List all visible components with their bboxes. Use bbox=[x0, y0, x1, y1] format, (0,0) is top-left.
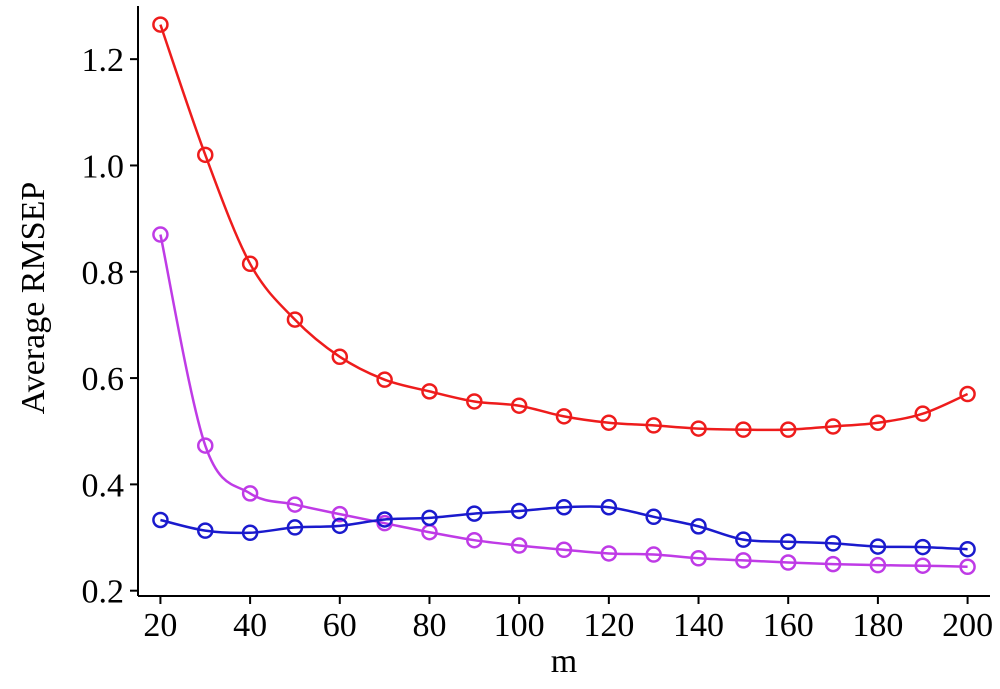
y-tick-label: 0.4 bbox=[82, 467, 125, 504]
data-point-marker bbox=[690, 420, 707, 437]
x-tick-label: 120 bbox=[583, 607, 634, 644]
data-point-marker bbox=[824, 418, 842, 435]
y-tick-label: 1.0 bbox=[82, 148, 125, 185]
y-tick-label: 1.2 bbox=[82, 42, 125, 79]
data-point-marker bbox=[510, 502, 528, 520]
data-point-marker bbox=[779, 421, 797, 438]
data-point-marker bbox=[959, 540, 976, 558]
data-point-marker bbox=[779, 533, 797, 551]
series-line bbox=[159, 234, 968, 569]
data-point-marker bbox=[869, 538, 887, 555]
x-tick-label: 40 bbox=[233, 607, 267, 644]
data-point-marker bbox=[331, 505, 349, 523]
data-point-marker bbox=[869, 414, 887, 431]
data-point-marker bbox=[286, 496, 304, 513]
x-tick-label: 140 bbox=[673, 607, 724, 644]
series-group bbox=[152, 16, 976, 576]
data-point-marker bbox=[645, 508, 662, 526]
data-point-marker bbox=[286, 311, 304, 328]
series-line bbox=[159, 24, 969, 432]
data-point-marker bbox=[286, 519, 304, 536]
y-tick-label: 0.6 bbox=[82, 361, 125, 398]
data-point-marker bbox=[197, 146, 214, 164]
data-point-marker bbox=[600, 498, 618, 516]
data-point-marker bbox=[690, 518, 707, 535]
data-point-marker bbox=[241, 255, 259, 273]
series-0 bbox=[152, 16, 976, 438]
data-point-marker bbox=[331, 517, 349, 535]
x-axis-title: m bbox=[551, 643, 577, 680]
x-tick-label: 180 bbox=[852, 607, 903, 644]
data-point-marker bbox=[645, 417, 662, 434]
y-ticks: 0.2 0.4 0.6 0.8 1.0 1.2 bbox=[82, 42, 138, 611]
data-point-marker bbox=[466, 393, 483, 410]
y-axis-title: Average RMSEP bbox=[15, 182, 52, 415]
data-point-marker bbox=[510, 537, 528, 554]
data-point-marker bbox=[779, 554, 797, 571]
data-point-marker bbox=[466, 505, 483, 522]
data-point-marker bbox=[555, 541, 573, 559]
data-point-marker bbox=[510, 397, 528, 414]
data-point-marker bbox=[735, 531, 752, 548]
x-ticks: 20 40 60 80 100 120 140 160 180 200 bbox=[143, 596, 993, 644]
x-tick-label: 20 bbox=[143, 607, 177, 644]
data-point-marker bbox=[555, 408, 573, 425]
x-tick-label: 200 bbox=[942, 607, 993, 644]
data-point-marker bbox=[555, 498, 573, 516]
x-tick-label: 80 bbox=[412, 607, 446, 644]
data-point-marker bbox=[152, 511, 169, 529]
data-point-marker bbox=[735, 552, 752, 569]
series-line bbox=[160, 505, 968, 551]
data-point-marker bbox=[197, 437, 214, 454]
data-point-marker bbox=[241, 524, 259, 541]
data-point-marker bbox=[869, 556, 887, 574]
data-point-marker bbox=[645, 546, 662, 563]
axes bbox=[137, 6, 990, 597]
data-point-marker bbox=[152, 16, 169, 33]
data-point-marker bbox=[421, 509, 438, 527]
data-point-marker bbox=[376, 371, 393, 388]
data-point-marker bbox=[197, 522, 214, 539]
data-point-marker bbox=[690, 550, 707, 567]
data-point-marker bbox=[466, 531, 483, 549]
x-tick-label: 60 bbox=[323, 607, 357, 644]
data-point-marker bbox=[959, 558, 976, 576]
data-point-marker bbox=[600, 414, 618, 431]
data-point-marker bbox=[421, 383, 438, 400]
data-point-marker bbox=[241, 485, 259, 502]
data-point-marker bbox=[914, 538, 931, 556]
y-tick-label: 0.2 bbox=[82, 574, 125, 611]
y-tick-label: 0.8 bbox=[82, 255, 125, 292]
data-point-marker bbox=[914, 405, 931, 422]
data-point-marker bbox=[376, 511, 393, 528]
series-2 bbox=[152, 498, 976, 558]
data-point-marker bbox=[331, 348, 349, 366]
data-point-marker bbox=[824, 555, 842, 573]
x-tick-label: 100 bbox=[494, 607, 545, 644]
data-point-marker bbox=[959, 385, 976, 403]
series-1 bbox=[152, 226, 976, 576]
data-point-marker bbox=[824, 535, 842, 552]
data-point-marker bbox=[914, 557, 931, 574]
x-tick-label: 160 bbox=[763, 607, 814, 644]
data-point-marker bbox=[735, 421, 752, 438]
data-point-marker bbox=[152, 226, 169, 243]
data-point-marker bbox=[600, 545, 618, 562]
